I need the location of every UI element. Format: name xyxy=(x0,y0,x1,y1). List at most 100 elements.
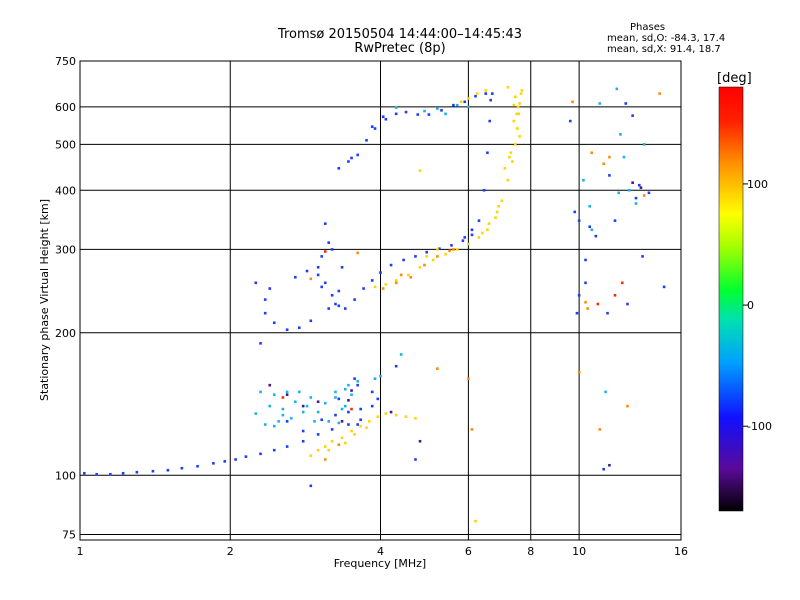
data-point xyxy=(301,429,305,433)
data-point xyxy=(627,188,631,192)
data-point xyxy=(508,155,511,159)
data-point xyxy=(294,275,297,279)
data-point xyxy=(151,469,155,473)
data-point xyxy=(362,287,365,290)
data-point xyxy=(634,202,638,205)
data-point xyxy=(297,326,301,329)
chart-title: Tromsø 20150504 14:44:00–14:45:43 xyxy=(277,27,523,42)
data-point xyxy=(370,125,374,128)
data-point xyxy=(444,112,447,116)
data-point xyxy=(568,119,572,123)
data-point xyxy=(82,471,86,475)
y-axis-ticks: 75 100 200 300 400 500 600 750 xyxy=(55,55,76,541)
data-point xyxy=(475,92,479,95)
data-point xyxy=(598,428,602,431)
data-point xyxy=(309,484,313,488)
data-point xyxy=(384,283,388,286)
data-point xyxy=(402,258,405,262)
data-point xyxy=(467,105,470,109)
data-point xyxy=(244,455,248,458)
data-point xyxy=(212,462,215,465)
data-point xyxy=(639,186,643,189)
data-point xyxy=(196,464,199,468)
data-point xyxy=(337,304,341,308)
data-point xyxy=(370,279,374,282)
data-point xyxy=(425,255,428,258)
data-point xyxy=(285,393,289,396)
colorbar-label: [deg] xyxy=(717,71,752,86)
data-point xyxy=(121,471,125,475)
data-point xyxy=(340,265,344,269)
data-point xyxy=(584,300,587,304)
data-point xyxy=(294,400,297,404)
y-tick-label: 600 xyxy=(55,101,76,114)
data-point xyxy=(309,319,313,323)
data-point xyxy=(343,387,347,391)
data-point xyxy=(323,458,327,461)
data-point xyxy=(272,321,276,325)
data-point xyxy=(347,399,350,402)
data-point xyxy=(353,433,356,436)
data-point xyxy=(486,228,489,232)
data-point xyxy=(418,439,422,443)
data-point xyxy=(455,103,459,107)
data-point xyxy=(297,390,301,394)
data-point xyxy=(263,298,267,301)
data-point xyxy=(414,255,417,258)
colorbar-tick-label: 100 xyxy=(747,178,768,191)
y-tick-label: 200 xyxy=(55,327,76,340)
data-point xyxy=(95,472,98,476)
data-point xyxy=(272,393,276,396)
data-point xyxy=(626,302,629,306)
data-point xyxy=(379,271,382,274)
data-point xyxy=(389,410,393,414)
data-point xyxy=(343,307,347,310)
data-point xyxy=(647,191,651,195)
data-point xyxy=(394,281,398,285)
data-point xyxy=(268,383,272,387)
data-point xyxy=(450,244,453,247)
data-point xyxy=(330,428,334,431)
data-point xyxy=(381,115,385,119)
data-point xyxy=(268,404,272,408)
data-point xyxy=(337,289,341,293)
data-point xyxy=(365,138,368,142)
data-point xyxy=(436,255,439,258)
data-point xyxy=(350,429,353,433)
data-point xyxy=(316,400,320,404)
data-points xyxy=(82,85,666,523)
data-point xyxy=(506,178,510,182)
data-point xyxy=(305,404,309,408)
plot-frame xyxy=(79,60,682,541)
x-tick-label: 8 xyxy=(527,545,534,558)
data-point xyxy=(486,151,489,155)
data-point xyxy=(340,436,344,440)
data-point xyxy=(316,265,320,269)
data-point xyxy=(575,311,579,315)
data-point xyxy=(606,311,609,315)
data-point xyxy=(259,342,262,345)
data-point xyxy=(359,424,362,428)
y-axis-label: Stationary phase Virtual Height [km] xyxy=(38,199,51,401)
data-point xyxy=(330,248,334,251)
data-point xyxy=(399,353,403,356)
y-tick-label: 750 xyxy=(55,55,76,68)
data-point xyxy=(431,258,435,262)
data-point xyxy=(343,441,347,445)
data-point xyxy=(594,234,598,238)
data-point xyxy=(662,285,666,289)
data-point xyxy=(511,160,514,163)
data-point xyxy=(423,263,426,267)
colorbar xyxy=(718,86,744,512)
data-point xyxy=(323,401,327,405)
data-point xyxy=(482,188,486,192)
data-point xyxy=(356,153,359,157)
data-point xyxy=(327,448,331,452)
data-point xyxy=(461,239,465,242)
data-point xyxy=(350,393,353,396)
data-point xyxy=(487,222,491,225)
data-point xyxy=(489,98,492,102)
data-point xyxy=(327,241,331,244)
data-point xyxy=(180,466,184,470)
data-point xyxy=(301,439,305,443)
